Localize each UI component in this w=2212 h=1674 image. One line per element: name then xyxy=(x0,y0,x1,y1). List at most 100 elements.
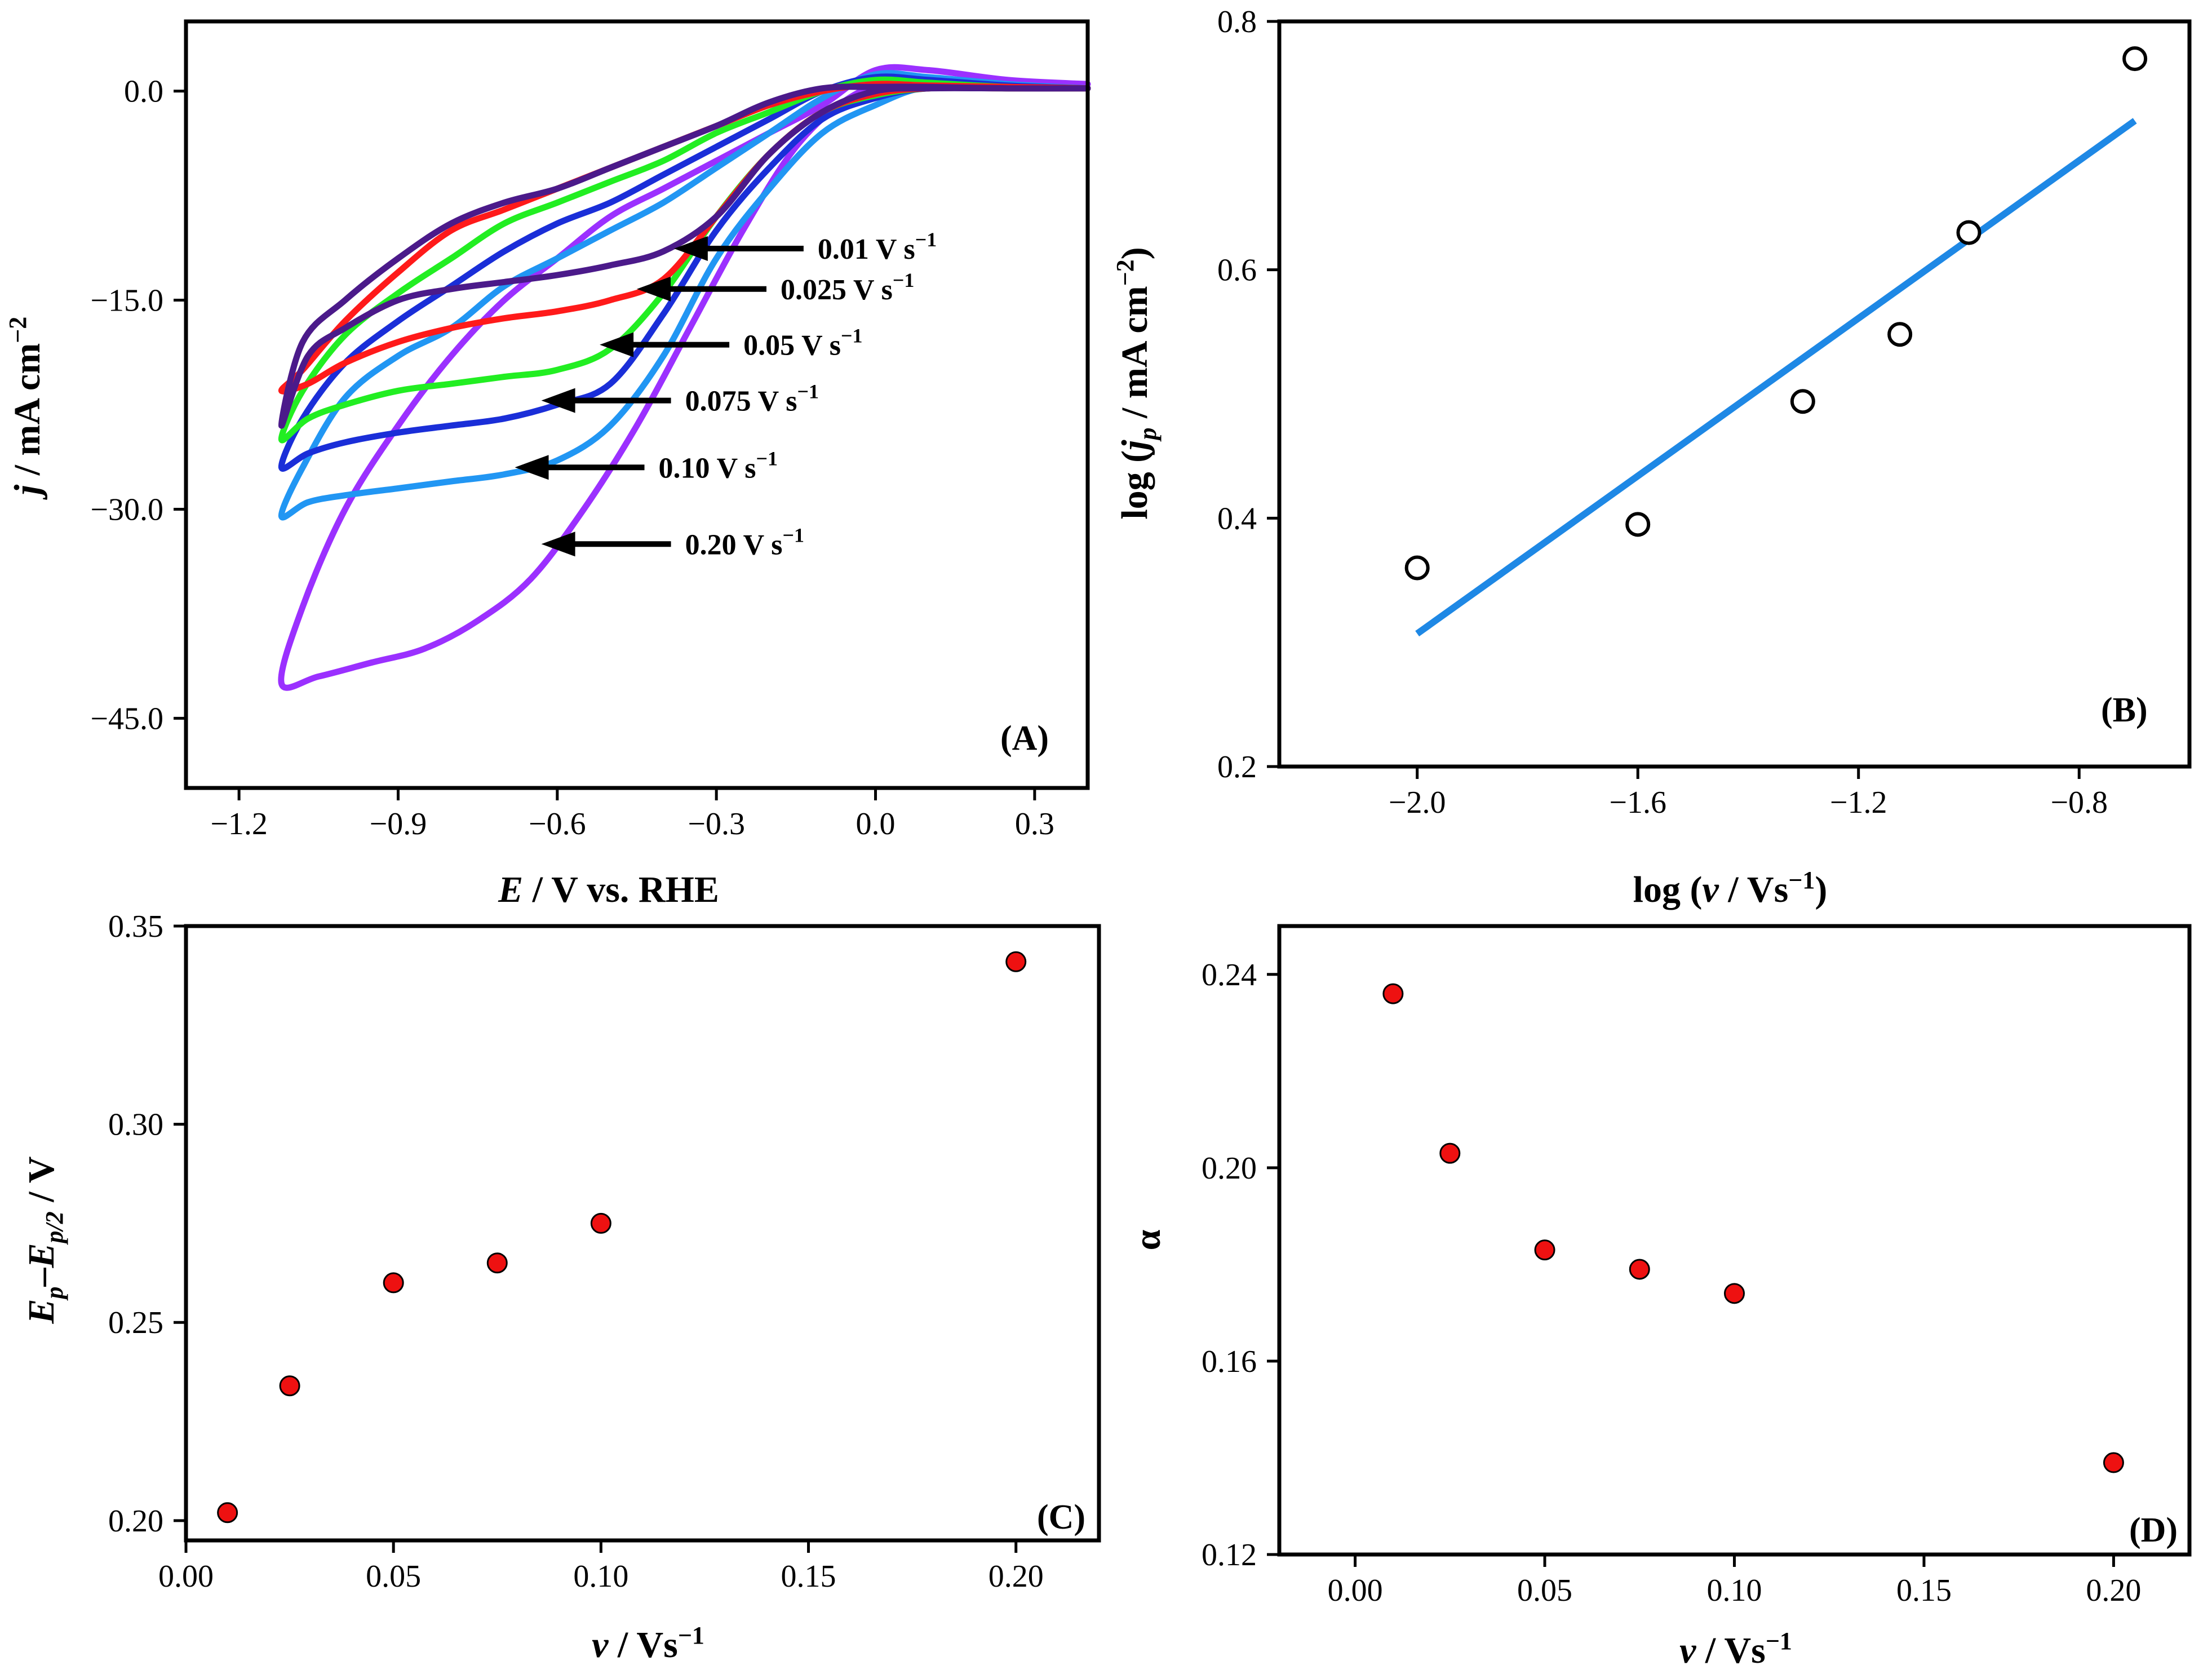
y-tick-label: −15.0 xyxy=(90,284,163,318)
panel-b-fit-line xyxy=(1415,118,2137,637)
panel-d: 0.00 0.05 0.10 0.15 0.20 0.12 0.16 0.20 0.24 (D… xyxy=(1127,924,2192,1671)
x-tick-label: −1.6 xyxy=(1609,785,1666,820)
panel-c-points xyxy=(217,951,1027,1524)
panel-a-x-axis: −1.2 −0.9 −0.6 −0.3 0.0 0.3 xyxy=(210,788,1054,842)
panel-b-y-axis: 0.2 0.4 0.6 0.8 xyxy=(1217,5,1279,785)
arrow-head xyxy=(515,455,549,480)
y-tick-label: 0.2 xyxy=(1217,750,1257,785)
data-point xyxy=(1439,1142,1461,1164)
data-point xyxy=(2103,1452,2124,1473)
data-point xyxy=(2122,46,2148,72)
x-tick-label: −0.9 xyxy=(370,807,427,842)
data-point xyxy=(1534,1239,1555,1261)
x-tick-label: 0.20 xyxy=(2086,1573,2141,1608)
scan-rate-label: 0.075 V s−1 xyxy=(685,380,819,418)
scan-rate-label: 0.05 V s−1 xyxy=(743,325,862,362)
data-point xyxy=(1956,220,1982,245)
cv-curve xyxy=(278,70,1091,521)
y-tick-label: 0.25 xyxy=(108,1305,163,1340)
panel-a-x-label: E / V vs. RHE xyxy=(498,869,719,910)
x-tick-label: 0.00 xyxy=(1328,1573,1383,1608)
x-tick-label: −1.2 xyxy=(1830,785,1887,820)
y-tick-label: 0.20 xyxy=(1202,1151,1257,1186)
panel-d-label: (D) xyxy=(2129,1511,2178,1549)
panel-a-annotations: 0.01 V s−1 0.025 V s−1 0.05 V s−1 0.075 V s… xyxy=(515,228,937,561)
scan-rate-label: 0.01 V s−1 xyxy=(818,228,937,265)
y-tick-label: 0.0 xyxy=(124,74,163,109)
data-point xyxy=(1724,1283,1745,1304)
cv-curve xyxy=(278,83,1091,429)
x-tick-label: −0.6 xyxy=(529,807,586,842)
data-point xyxy=(1790,389,1815,414)
data-point xyxy=(1625,512,1651,537)
panel-c-x-label: v / Vs−1 xyxy=(592,1622,704,1666)
data-point xyxy=(486,1252,508,1274)
data-point xyxy=(1382,983,1404,1004)
data-point xyxy=(383,1272,404,1294)
arrow-head xyxy=(541,388,575,413)
cv-curve xyxy=(278,73,1091,472)
panel-a-frame xyxy=(184,19,1090,790)
arrow-head xyxy=(673,236,708,262)
data-point xyxy=(1404,555,1430,581)
panel-c-frame xyxy=(184,924,1101,1543)
panel-b-x-axis: −2.0 −1.6 −1.2 −0.8 xyxy=(1389,767,2108,820)
y-tick-label: 0.12 xyxy=(1202,1538,1257,1573)
panel-c-y-label: Ep–Ep/2 / V xyxy=(21,1156,68,1324)
panel-d-frame xyxy=(1277,924,2192,1557)
y-tick-label: 0.8 xyxy=(1217,5,1257,39)
x-tick-label: 0.10 xyxy=(573,1559,628,1594)
panel-d-x-label: v / Vs−1 xyxy=(1679,1627,1792,1671)
x-tick-label: 0.05 xyxy=(1517,1573,1572,1608)
panel-b-y-label: log (jp / mA cm−2) xyxy=(1111,247,1162,519)
panel-b-label: (B) xyxy=(2101,691,2148,729)
x-tick-label: −0.3 xyxy=(688,807,745,842)
panel-a-series xyxy=(278,64,1091,691)
x-tick-label: 0.0 xyxy=(856,807,896,842)
arrow-head xyxy=(637,276,671,302)
y-tick-label: 0.4 xyxy=(1217,501,1257,536)
panel-a-label: (A) xyxy=(1000,719,1049,758)
y-tick-label: −30.0 xyxy=(90,492,163,527)
x-tick-label: −2.0 xyxy=(1389,785,1446,820)
x-tick-label: 0.05 xyxy=(366,1559,421,1594)
panel-c-x-axis: 0.00 0.05 0.10 0.15 0.20 xyxy=(158,1540,1044,1594)
panel-c-y-axis: 0.20 0.25 0.30 0.35 xyxy=(108,909,186,1539)
x-tick-label: 0.20 xyxy=(988,1559,1044,1594)
panel-b-x-label: log (v / Vs−1) xyxy=(1633,866,1828,910)
arrow-head xyxy=(541,532,575,557)
panel-d-x-axis: 0.00 0.05 0.10 0.15 0.20 xyxy=(1328,1555,2141,1608)
y-tick-label: 0.24 xyxy=(1202,958,1257,993)
panel-c: 0.00 0.05 0.10 0.15 0.20 0.20 0.25 0.30 0.35 (C… xyxy=(21,909,1101,1666)
data-point xyxy=(590,1212,611,1234)
panel-b-frame xyxy=(1277,19,2192,769)
x-tick-label: −0.8 xyxy=(2050,785,2108,820)
scan-rate-label: 0.20 V s−1 xyxy=(685,524,804,561)
x-tick-label: 0.15 xyxy=(1896,1573,1952,1608)
scan-rate-label: 0.025 V s−1 xyxy=(781,269,914,306)
panel-b: −2.0 −1.6 −1.2 −0.8 0.2 0.4 0.6 0.8 (B) log (v… xyxy=(1111,5,2192,910)
panel-d-y-axis: 0.12 0.16 0.20 0.24 xyxy=(1202,958,1279,1573)
data-point xyxy=(1005,951,1027,972)
arrow-head xyxy=(600,332,634,357)
y-tick-label: 0.16 xyxy=(1202,1344,1257,1379)
panel-a-y-axis: 0.0 −15.0 −30.0 −45.0 xyxy=(90,74,186,736)
panel-b-points xyxy=(1404,46,2148,581)
panel-c-label: (C) xyxy=(1037,1498,1085,1536)
x-tick-label: 0.00 xyxy=(158,1559,214,1594)
data-point xyxy=(1629,1259,1650,1280)
panel-a: 0.01 V s−1 0.025 V s−1 0.05 V s−1 0.075 V s… xyxy=(4,19,1091,910)
data-point xyxy=(217,1502,238,1524)
x-tick-label: 0.15 xyxy=(781,1559,836,1594)
x-tick-label: 0.10 xyxy=(1707,1573,1762,1608)
data-point xyxy=(1887,322,1913,347)
y-tick-label: 0.35 xyxy=(108,909,163,944)
y-tick-label: 0.30 xyxy=(108,1108,163,1142)
scan-rate-label: 0.10 V s−1 xyxy=(659,447,778,484)
y-tick-label: 0.20 xyxy=(108,1504,163,1539)
panel-d-points xyxy=(1382,983,2124,1473)
panel-a-y-label: j / mA cm−2 xyxy=(4,317,48,501)
panel-d-y-label: α xyxy=(1127,1229,1168,1250)
data-point xyxy=(279,1375,300,1397)
